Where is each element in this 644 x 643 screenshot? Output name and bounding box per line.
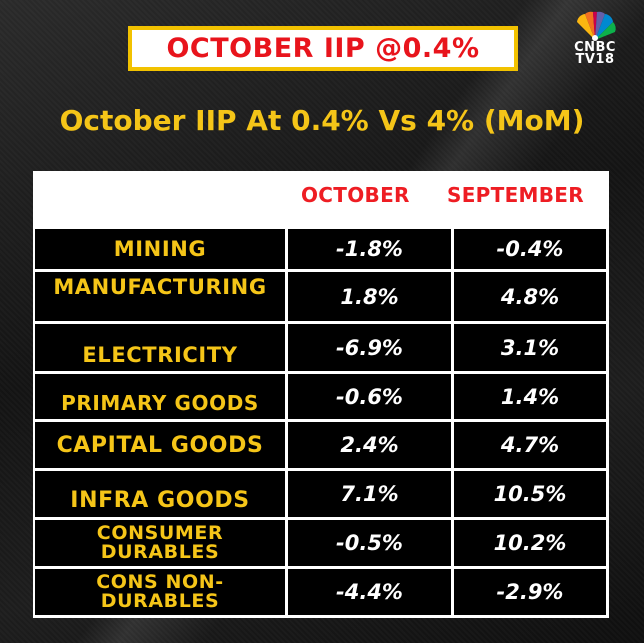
row-label-line-1: CONSUMER [96,522,224,544]
october-cell: 2.4% [288,422,451,468]
october-value: -0.5% [336,531,403,555]
table-row: MINING -1.8% -0.4% [33,229,609,269]
row-label-cell: ELECTRICITY [35,324,285,371]
row-label-cell: MANUFACTURING [35,272,285,321]
peacock-icon [577,11,616,41]
october-cell: -1.8% [288,229,451,269]
table-row: CAPITAL GOODS 2.4% 4.7% [33,422,609,468]
october-cell: -4.4% [288,569,451,615]
october-value: 1.8% [340,284,399,309]
october-cell: -0.5% [288,520,451,566]
subtitle: October IIP At 0.4% Vs 4% (MoM) [59,104,585,137]
september-cell: -2.9% [454,569,606,615]
row-label-line-2: DURABLES [100,590,220,612]
october-value: 2.4% [340,433,399,457]
table-row: CONS NON- DURABLES -4.4% -2.9% [33,569,609,615]
september-value: 3.1% [500,335,560,360]
september-cell: 1.4% [454,374,606,419]
september-value: 4.8% [500,284,560,309]
row-label: CAPITAL GOODS [56,432,264,458]
row-label: PRIMARY GOODS [61,391,259,415]
september-value: 10.5% [493,482,567,506]
october-value: -4.4% [336,580,403,604]
row-label-cell: INFRA GOODS [35,471,285,517]
row-label-cell: MINING [35,229,285,269]
row-label-cell: PRIMARY GOODS [35,374,285,419]
september-value: 1.4% [500,384,560,409]
header-september: SEPTEMBER [447,183,584,207]
table-row: CONSUMER DURABLES -0.5% 10.2% [33,520,609,566]
row-label: INFRA GOODS [70,488,250,513]
october-cell: 7.1% [288,471,451,517]
september-value: -2.9% [496,580,564,604]
headline-text: OCTOBER IIP @0.4% [166,33,480,64]
october-value: 7.1% [340,482,399,506]
table-row: ELECTRICITY -6.9% 3.1% [33,324,609,371]
row-label-cell: CONS NON- DURABLES [35,569,285,615]
row-label: MINING [113,236,207,261]
october-value: -1.8% [336,237,403,261]
row-label: ELECTRICITY [82,343,238,367]
september-cell: 3.1% [454,324,606,371]
table-header-row: OCTOBER SEPTEMBER [33,171,609,227]
september-cell: 10.2% [454,520,606,566]
table-row: INFRA GOODS 7.1% 10.5% [33,471,609,517]
iip-table: OCTOBER SEPTEMBER MINING -1.8% -0.4% MAN… [33,171,609,618]
september-cell: 4.7% [454,422,606,468]
header-october: OCTOBER [301,183,410,207]
row-label: MANUFACTURING [53,275,267,299]
october-cell: -6.9% [288,324,451,371]
row-label-cell: CONSUMER DURABLES [35,520,285,566]
september-cell: 10.5% [454,471,606,517]
september-cell: -0.4% [454,229,606,269]
october-cell: 1.8% [288,272,451,321]
september-value: -0.4% [496,237,564,261]
september-cell: 4.8% [454,272,606,321]
october-value: -6.9% [336,335,403,360]
row-label-cell: CAPITAL GOODS [35,422,285,468]
logo-line-2: TV18 [575,52,615,67]
table-row: PRIMARY GOODS -0.6% 1.4% [33,374,609,419]
row-label-line-1: CONS NON- [96,571,224,593]
october-value: -0.6% [336,384,403,409]
september-value: 10.2% [493,531,567,555]
logo-line-1: CNBC [574,40,616,55]
row-label-line-2: DURABLES [100,541,220,563]
table-row: MANUFACTURING 1.8% 4.8% [33,272,609,321]
cnbc-tv18-logo: CNBC TV18 [560,10,630,80]
october-cell: -0.6% [288,374,451,419]
september-value: 4.7% [500,433,560,457]
headline-banner: OCTOBER IIP @0.4% [128,26,518,71]
